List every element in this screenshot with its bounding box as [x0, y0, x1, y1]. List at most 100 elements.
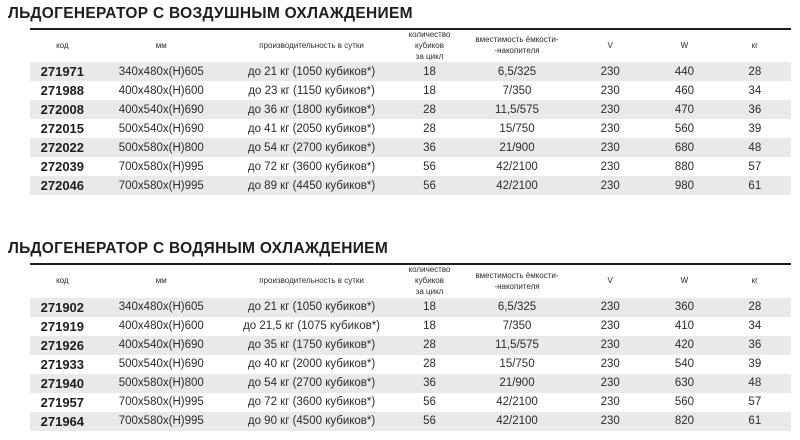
table-row: 271902 340x480x(H)605 до 21 кг (1050 кубик…	[30, 297, 791, 317]
cell-capacity-per-day: до 21 кг (1050 кубиков*)	[247, 301, 376, 314]
section-air-cooled: ЛЬДОГЕНЕРАТОР С ВОЗДУШНЫМ ОХЛАЖДЕНИЕМ ко…	[0, 0, 800, 196]
cell-voltage: 230	[600, 122, 620, 135]
cell-cubes-per-cycle: 18	[423, 84, 436, 97]
column-header-weight: кг	[751, 276, 759, 286]
cell-cubes-per-cycle: 56	[423, 415, 436, 428]
cell-dimensions-mm: 700x580x(H)995	[118, 396, 204, 409]
cell-power: 680	[674, 141, 694, 154]
cell-power: 560	[674, 122, 694, 135]
cell-power: 410	[674, 320, 694, 333]
cell-weight: 28	[748, 65, 762, 78]
table-row: 272046 700x580x(H)995 до 89 кг (4450 кубик…	[30, 176, 791, 196]
cell-voltage: 230	[600, 65, 620, 78]
cell-bin-capacity: 11,5/575	[495, 103, 539, 116]
cell-bin-capacity: 42/2100	[496, 160, 538, 173]
cell-cubes-per-cycle: 56	[423, 396, 436, 409]
cell-power: 630	[674, 377, 694, 390]
cell-dimensions-mm: 500x580x(H)800	[118, 377, 204, 390]
cell-voltage: 230	[600, 396, 620, 409]
table-row: 271926 400x540x(H)690 до 35 кг (1750 кубик…	[30, 335, 791, 355]
spec-table-water-cooled: код мм производительность в сутки количеств…	[30, 265, 791, 431]
cell-power: 880	[674, 160, 694, 173]
cell-cubes-per-cycle: 18	[423, 65, 436, 78]
table-row: 272008 400x540x(H)690 до 36 кг (1800 кубик…	[30, 100, 791, 120]
cell-cubes-per-cycle: 56	[423, 160, 436, 173]
cell-weight: 48	[748, 377, 762, 390]
cell-power: 440	[674, 65, 694, 78]
table-water-cooled-wrap: код мм производительность в сутки количеств…	[30, 263, 791, 431]
cell-dimensions-mm: 500x580x(H)800	[118, 141, 204, 154]
cell-capacity-per-day: до 35 кг (1750 кубиков*)	[247, 339, 376, 352]
cell-weight: 34	[748, 320, 762, 333]
column-header-bin-capacity: вместимость ёмкости- -накопителя	[475, 270, 559, 291]
cell-capacity-per-day: до 72 кг (3600 кубиков*)	[247, 160, 376, 173]
page-title-water-cooled: ЛЬДОГЕНЕРАТОР С ВОДЯНЫМ ОХЛАЖДЕНИЕМ	[8, 240, 389, 258]
table-row: 271933 500x540x(H)690 до 40 кг (2000 кубик…	[30, 355, 791, 374]
cell-voltage: 230	[600, 301, 620, 314]
table-header: код мм производительность в сутки количеств…	[30, 265, 791, 297]
table-row: 271988 400x480x(H)600 до 23 кг (1150 кубик…	[30, 81, 791, 100]
cell-code: 271957	[40, 394, 85, 410]
cell-bin-capacity: 15/750	[499, 122, 535, 135]
table-row: 271971 340x480x(H)605 до 21 кг (1050 кубик…	[30, 62, 791, 82]
table-body: 271902 340x480x(H)605 до 21 кг (1050 кубик…	[30, 297, 791, 431]
cell-code: 272046	[40, 178, 85, 194]
section-water-cooled: ЛЬДОГЕНЕРАТОР С ВОДЯНЫМ ОХЛАЖДЕНИЕМ код м…	[0, 235, 800, 431]
column-header-dimensions-mm: мм	[155, 276, 167, 286]
cell-voltage: 230	[600, 415, 620, 428]
table-row: 271957 700x580x(H)995 до 72 кг (3600 кубик…	[30, 393, 791, 412]
cell-bin-capacity: 21/900	[499, 377, 535, 390]
table-air-cooled-wrap: код мм производительность в сутки количеств…	[30, 28, 791, 196]
cell-code: 272008	[40, 102, 85, 118]
column-header-power: W	[680, 40, 689, 50]
cell-voltage: 230	[600, 358, 620, 371]
column-header-voltage: V	[607, 40, 613, 50]
cell-cubes-per-cycle: 18	[423, 301, 436, 314]
cell-voltage: 230	[600, 339, 620, 352]
cell-code: 271926	[40, 337, 85, 353]
cell-weight: 36	[748, 103, 762, 116]
table-row: 271940 500x580x(H)800 до 54 кг (2700 кубик…	[30, 373, 791, 393]
cell-code: 271940	[40, 375, 85, 391]
cell-cubes-per-cycle: 28	[423, 122, 436, 135]
column-header-capacity-per-day: производительность в сутки	[259, 276, 364, 286]
cell-weight: 39	[748, 122, 762, 135]
cell-weight: 61	[748, 415, 762, 428]
cell-bin-capacity: 21/900	[499, 141, 535, 154]
cell-dimensions-mm: 700x580x(H)995	[118, 179, 204, 192]
cell-bin-capacity: 11,5/575	[495, 339, 539, 352]
cell-cubes-per-cycle: 28	[423, 103, 436, 116]
cell-weight: 36	[748, 339, 762, 352]
table-row: 271964 700x580x(H)995 до 90 кг (4500 кубик…	[30, 411, 791, 431]
page-title-air-cooled: ЛЬДОГЕНЕРАТОР С ВОЗДУШНЫМ ОХЛАЖДЕНИЕМ	[8, 5, 413, 22]
cell-weight: 61	[748, 179, 762, 192]
cell-capacity-per-day: до 21,5 кг (1075 кубиков*)	[243, 320, 381, 333]
header-row: код мм производительность в сутки количеств…	[30, 30, 791, 62]
cell-power: 820	[674, 415, 694, 428]
column-header-code: код	[56, 40, 69, 50]
cell-capacity-per-day: до 36 кг (1800 кубиков*)	[247, 103, 376, 116]
cell-power: 980	[674, 179, 694, 192]
table-row: 272022 500x580x(H)800 до 54 кг (2700 кубик…	[30, 138, 791, 158]
cell-capacity-per-day: до 89 кг (4450 кубиков*)	[247, 179, 376, 192]
cell-voltage: 230	[600, 141, 620, 154]
cell-cubes-per-cycle: 36	[423, 377, 436, 390]
column-header-power: W	[680, 276, 689, 286]
cell-code: 271919	[40, 318, 85, 334]
cell-weight: 39	[748, 358, 762, 371]
cell-dimensions-mm: 700x580x(H)995	[118, 415, 204, 428]
cell-dimensions-mm: 700x580x(H)995	[118, 160, 204, 173]
cell-power: 540	[674, 358, 694, 371]
cell-voltage: 230	[600, 103, 620, 116]
header-row: код мм производительность в сутки количеств…	[30, 265, 791, 297]
cell-dimensions-mm: 400x540x(H)690	[118, 339, 204, 352]
cell-dimensions-mm: 500x540x(H)690	[118, 122, 204, 135]
cell-code: 271933	[40, 356, 85, 372]
spec-table-air-cooled: код мм производительность в сутки количеств…	[30, 30, 791, 196]
cell-bin-capacity: 42/2100	[496, 396, 538, 409]
cell-weight: 48	[748, 141, 762, 154]
table-row: 271919 400x480x(H)600 до 21,5 кг (1075 куб…	[30, 317, 791, 336]
cell-dimensions-mm: 400x480x(H)600	[118, 320, 204, 333]
cell-voltage: 230	[600, 179, 620, 192]
